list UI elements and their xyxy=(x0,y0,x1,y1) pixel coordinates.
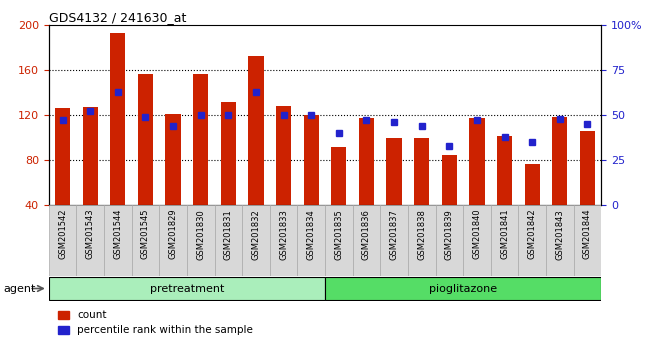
Text: GSM201544: GSM201544 xyxy=(113,209,122,259)
Bar xyxy=(552,117,567,205)
Text: GSM201842: GSM201842 xyxy=(528,209,537,259)
Bar xyxy=(214,205,242,276)
Bar xyxy=(193,74,208,205)
Text: GDS4132 / 241630_at: GDS4132 / 241630_at xyxy=(49,11,186,24)
Bar xyxy=(49,205,77,276)
Text: GSM201832: GSM201832 xyxy=(252,209,261,259)
Text: GSM201831: GSM201831 xyxy=(224,209,233,259)
Text: GSM201837: GSM201837 xyxy=(389,209,398,260)
Bar xyxy=(104,205,131,276)
Legend: count, percentile rank within the sample: count, percentile rank within the sample xyxy=(54,306,257,339)
Bar xyxy=(270,205,298,276)
Text: agent: agent xyxy=(3,284,36,293)
Bar xyxy=(77,205,104,276)
Bar xyxy=(83,107,98,205)
Bar xyxy=(131,205,159,276)
Text: GSM201841: GSM201841 xyxy=(500,209,509,259)
Text: GSM201843: GSM201843 xyxy=(555,209,564,259)
Bar xyxy=(469,119,484,205)
Text: GSM201839: GSM201839 xyxy=(445,209,454,259)
Bar xyxy=(525,164,540,205)
Bar xyxy=(491,205,519,276)
Bar xyxy=(325,278,601,299)
Bar xyxy=(248,56,263,205)
Bar xyxy=(408,205,436,276)
Bar xyxy=(138,74,153,205)
Bar xyxy=(55,108,70,205)
Bar xyxy=(519,205,546,276)
Text: GSM201836: GSM201836 xyxy=(362,209,371,260)
Bar xyxy=(436,205,463,276)
Bar xyxy=(276,106,291,205)
Text: GSM201844: GSM201844 xyxy=(583,209,592,259)
Text: pretreatment: pretreatment xyxy=(150,284,224,293)
Bar xyxy=(573,205,601,276)
Text: GSM201829: GSM201829 xyxy=(168,209,177,259)
Text: GSM201830: GSM201830 xyxy=(196,209,205,259)
Text: GSM201840: GSM201840 xyxy=(473,209,482,259)
Bar xyxy=(580,131,595,205)
Bar xyxy=(304,115,318,205)
Bar xyxy=(387,138,402,205)
Bar xyxy=(442,155,457,205)
Text: GSM201543: GSM201543 xyxy=(86,209,95,259)
Text: GSM201833: GSM201833 xyxy=(279,209,288,260)
Text: GSM201545: GSM201545 xyxy=(141,209,150,259)
Bar xyxy=(497,137,512,205)
Bar xyxy=(242,205,270,276)
Bar xyxy=(380,205,408,276)
Bar xyxy=(49,278,325,299)
Bar xyxy=(414,138,429,205)
Bar xyxy=(352,205,380,276)
Bar xyxy=(546,205,573,276)
Bar xyxy=(359,119,374,205)
Bar xyxy=(332,147,346,205)
Bar xyxy=(298,205,325,276)
Text: GSM201838: GSM201838 xyxy=(417,209,426,260)
Bar xyxy=(159,205,187,276)
Bar xyxy=(166,114,181,205)
Bar xyxy=(325,205,352,276)
Text: pioglitazone: pioglitazone xyxy=(429,284,497,293)
Bar xyxy=(221,102,236,205)
Text: GSM201542: GSM201542 xyxy=(58,209,67,259)
Bar xyxy=(111,33,125,205)
Bar xyxy=(463,205,491,276)
Bar xyxy=(187,205,214,276)
Text: GSM201834: GSM201834 xyxy=(307,209,316,259)
Text: GSM201835: GSM201835 xyxy=(334,209,343,259)
